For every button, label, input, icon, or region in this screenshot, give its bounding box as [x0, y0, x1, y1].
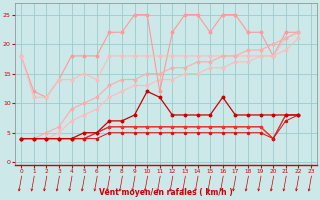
X-axis label: Vent moyen/en rafales ( km/h ): Vent moyen/en rafales ( km/h ): [99, 188, 233, 197]
